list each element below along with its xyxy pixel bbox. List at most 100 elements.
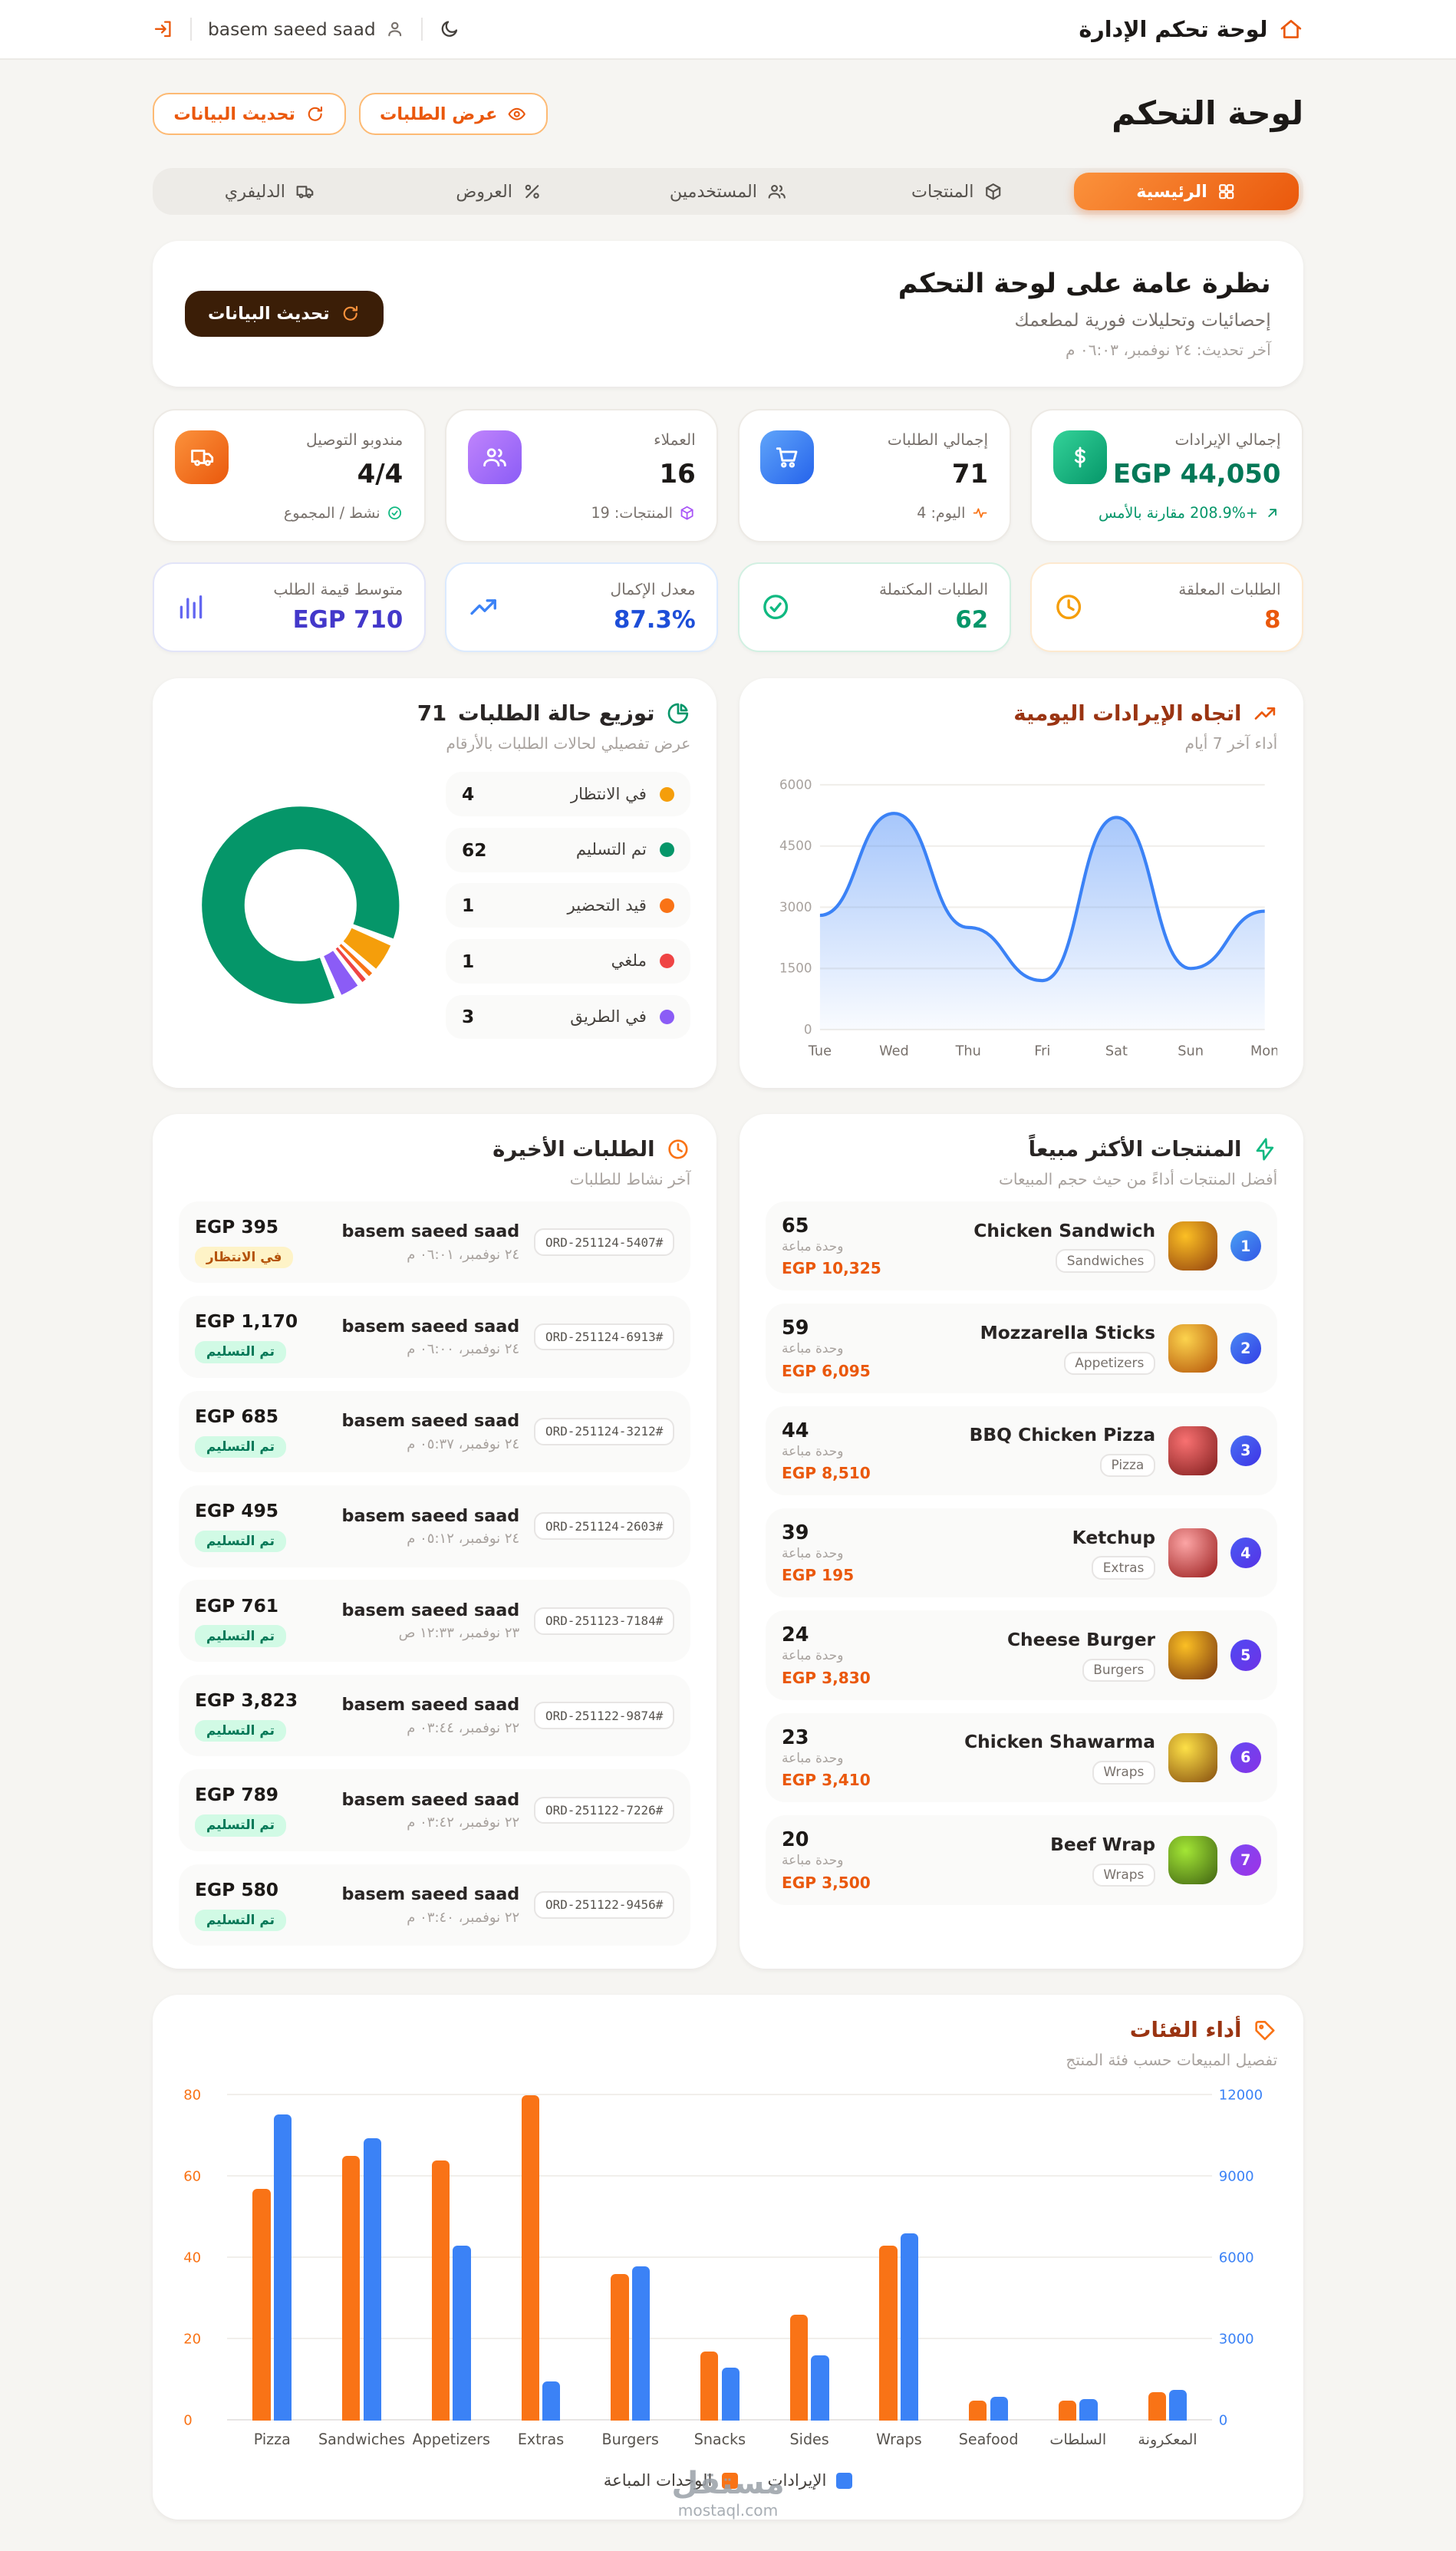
order-list-item: ORD-251124-2603# basem saeed saad ٢٤ نوف… [178, 1485, 691, 1567]
status-legend-item: في الطريق 3 [445, 994, 691, 1040]
units-bar [700, 2351, 719, 2421]
product-units: 24 [782, 1623, 809, 1647]
status-label: تم التسليم [575, 840, 647, 860]
product-name: Chicken Sandwich [973, 1219, 1156, 1241]
product-revenue: EGP 195 [782, 1566, 855, 1585]
stat-title: متوسط قيمة الطلب [273, 579, 404, 598]
revenue-trend-subtitle: أداء آخر 7 أيام [1184, 733, 1278, 753]
tab-products[interactable]: المنتجات [845, 173, 1069, 210]
order-amount: EGP 1,170 [195, 1310, 298, 1333]
top-products-title: المنتجات الأكثر مبيعاً [1028, 1136, 1242, 1162]
right-axis-tick: 0 [1218, 2412, 1228, 2429]
order-customer: basem saeed saad [341, 1411, 520, 1432]
bar-group [317, 2095, 407, 2421]
left-axis-tick: 80 [183, 2087, 202, 2104]
product-thumbnail [1168, 1323, 1217, 1373]
user-name: basem saeed saad [208, 18, 376, 41]
tab-users[interactable]: المستخدمين [616, 173, 840, 210]
svg-text:Sun: Sun [1178, 1043, 1204, 1059]
recent-orders-list: ORD-251124-5407# basem saeed saad ٢٤ نوف… [178, 1201, 691, 1946]
users-icon [767, 182, 786, 201]
order-date: ٢٤ نوفمبر، ٠٦:٠١ م [407, 1246, 520, 1263]
category-axis-labels: Pizza Sandwiches Appetizers Extras Burgers Sn… [227, 2431, 1212, 2448]
product-category-badge: Sandwiches [1055, 1249, 1156, 1273]
chart-legend-item: الإيرادات [768, 2471, 853, 2490]
units-bar [879, 2246, 898, 2421]
rank-badge: 5 [1230, 1640, 1261, 1671]
dark-mode-moon-icon[interactable] [439, 18, 460, 40]
category-bar-chart: 0 0 20 3000 40 6000 60 9000 80 12000 [183, 2087, 1263, 2428]
order-date: ٢٢ نوفمبر، ٠٣:٤٠ م [407, 1909, 520, 1926]
tab-label: الرئيسية [1136, 181, 1207, 202]
bars-icon [175, 592, 206, 622]
revenue-bar [990, 2396, 1009, 2421]
status-label: في الانتظار [570, 784, 647, 804]
tab-home[interactable]: الرئيسية [1074, 173, 1299, 210]
product-category-badge: Wraps [1092, 1863, 1156, 1887]
left-axis-tick: 40 [183, 2249, 202, 2266]
product-list-item: 7 Beef Wrap Wraps 20 وحدة مباعة EGP 3,50… [765, 1815, 1278, 1905]
right-axis-tick: 9000 [1218, 2168, 1254, 2185]
kpi-value: 71 [951, 458, 989, 489]
kpi-card-delivery: مندوبو التوصيل 4/4 نشط / المجموع [152, 409, 426, 543]
status-dot [659, 898, 674, 913]
bar-groups [227, 2095, 1212, 2421]
order-customer: basem saeed saad [341, 1316, 520, 1336]
refresh-data-button[interactable]: تحديث البيانات [185, 291, 384, 337]
tab-delivery[interactable]: الدليفري [157, 173, 381, 210]
revenue-area-chart: 0 1500 3000 4500 6000 Tue Wed Thu Fri Sat Sun Mon [766, 769, 1277, 1065]
rank-badge: 2 [1230, 1333, 1261, 1364]
status-dot [659, 954, 674, 969]
tab-offers[interactable]: العروض [387, 173, 611, 210]
legend-label: الوحدات المباعة [603, 2470, 713, 2490]
kpi-value: 16 [659, 458, 696, 489]
tab-label: الدليفري [224, 181, 285, 202]
order-customer: basem saeed saad [341, 1789, 520, 1810]
order-amount: EGP 761 [195, 1594, 279, 1617]
view-orders-button[interactable]: عرض الطلبات [358, 92, 548, 136]
truck-icon [295, 182, 315, 201]
order-id: ORD-251122-9874# [534, 1702, 674, 1729]
product-list-item: 4 Ketchup Extras 39 وحدة مباعة EGP 195 [765, 1508, 1278, 1598]
category-label: Seafood [958, 2431, 1019, 2449]
category-label: السلطات [1049, 2431, 1107, 2449]
bar-group [675, 2095, 765, 2421]
cart-icon [760, 430, 815, 484]
button-label: تحديث البيانات [173, 104, 295, 124]
divider [421, 18, 423, 41]
user-area: basem saeed saad [153, 18, 460, 41]
kpi-note: اليوم: 4 [917, 503, 966, 522]
home-icon[interactable] [1279, 17, 1303, 41]
refresh-data-button[interactable]: تحديث البيانات [152, 92, 346, 136]
check-icon [387, 505, 403, 521]
stat-title: معدل الإكمال [610, 579, 696, 598]
units-bar [789, 2315, 809, 2421]
tab-label: العروض [456, 181, 512, 202]
user-chip[interactable]: basem saeed saad [208, 18, 405, 40]
bar-group [1123, 2095, 1213, 2421]
activity-icon [972, 505, 988, 521]
app-brand: لوحة تحكم الإدارة [1079, 16, 1303, 42]
kpi-note: المنتجات: 19 [591, 503, 673, 522]
category-label: المعكرونة [1138, 2431, 1197, 2449]
order-status-subtitle: عرض تفصيلي لحالات الطلبات بالأرقام [446, 733, 691, 753]
status-dot [659, 1009, 674, 1024]
order-status-title: توزيع حالة الطلبات [458, 700, 655, 727]
product-units: 44 [782, 1419, 809, 1442]
order-customer: basem saeed saad [341, 1884, 520, 1905]
category-label: Sides [789, 2431, 829, 2449]
product-list-item: 5 Cheese Burger Burgers 24 وحدة مباعة EG… [765, 1610, 1278, 1700]
arrow-up-right-icon [1264, 505, 1280, 521]
logout-icon[interactable] [153, 18, 174, 40]
product-name: Beef Wrap [1050, 1833, 1156, 1855]
status-legend: في الانتظار 4 تم التسليم 62 قيد التحضير … [445, 772, 691, 1040]
refresh-label: تحديث البيانات [208, 303, 330, 324]
product-thumbnail [1168, 1630, 1217, 1680]
order-id: ORD-251124-2603# [534, 1512, 674, 1541]
revenue-bar [273, 2114, 292, 2421]
order-id: ORD-251123-7184# [534, 1607, 674, 1635]
order-list-item: ORD-251122-9874# basem saeed saad ٢٢ نوف… [178, 1674, 691, 1757]
status-legend-item: قيد التحضير 1 [445, 883, 691, 928]
order-list-item: ORD-251122-9456# basem saeed saad ٢٢ نوف… [178, 1864, 691, 1946]
refresh-icon [341, 304, 360, 323]
